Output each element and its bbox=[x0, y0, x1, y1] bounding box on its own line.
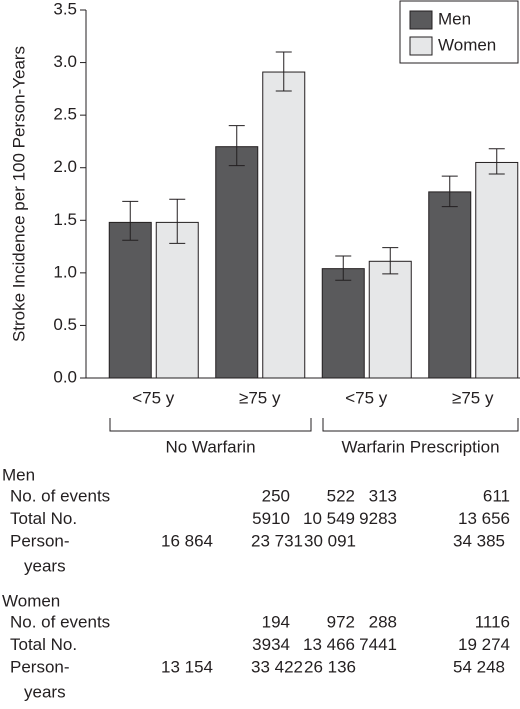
table-cell: 313 bbox=[369, 486, 397, 505]
legend-swatch bbox=[409, 36, 433, 56]
bar bbox=[215, 146, 259, 379]
table-cell: 972 bbox=[327, 612, 355, 631]
x-tick-label: ≥75 y bbox=[239, 388, 281, 407]
table-cell: 10 549 bbox=[303, 509, 355, 528]
table-cell: 5910 bbox=[252, 509, 290, 528]
table-cell: 34 385 bbox=[453, 531, 505, 550]
x-tick-label: <75 y bbox=[345, 388, 388, 407]
table-section-title: Women bbox=[2, 591, 60, 610]
table-cell: 30 091 bbox=[304, 531, 356, 550]
legend-label: Men bbox=[438, 9, 471, 28]
table-cell: 250 bbox=[262, 486, 290, 505]
bar bbox=[262, 71, 306, 379]
table-cell: 288 bbox=[369, 612, 397, 631]
legend-label: Women bbox=[438, 35, 496, 54]
table-cell: 19 274 bbox=[458, 635, 510, 654]
bar bbox=[368, 260, 412, 379]
x-tick-label: <75 y bbox=[132, 388, 175, 407]
y-tick-label: 1.0 bbox=[53, 262, 77, 281]
group-label: No Warfarin bbox=[165, 437, 255, 456]
table-row-label: Person- bbox=[10, 657, 70, 676]
y-tick-label: 3.0 bbox=[53, 52, 77, 71]
table-cell: 54 248 bbox=[453, 657, 505, 676]
x-tick-label: ≥75 y bbox=[452, 388, 494, 407]
bar bbox=[321, 268, 365, 379]
table-row-label: years bbox=[24, 556, 66, 575]
y-axis-label: Stroke Incidence per 100 Person-Years bbox=[9, 46, 28, 342]
bar bbox=[428, 191, 472, 379]
table-cell: 16 864 bbox=[161, 531, 213, 550]
table-section-title: Men bbox=[2, 465, 35, 484]
y-tick-label: 2.0 bbox=[53, 157, 77, 176]
group-bracket bbox=[322, 418, 519, 432]
legend-swatch bbox=[409, 10, 433, 30]
table-row-label: No. of events bbox=[10, 612, 110, 631]
group-bracket bbox=[109, 418, 312, 432]
table-row-label: No. of events bbox=[10, 486, 110, 505]
table-cell: 194 bbox=[262, 612, 290, 631]
bar bbox=[108, 221, 152, 379]
y-tick-label: 3.5 bbox=[53, 0, 77, 18]
table-cell: 611 bbox=[483, 486, 510, 505]
table-cell: 7441 bbox=[359, 635, 397, 654]
table-row-label: Total No. bbox=[10, 509, 77, 528]
table-cell: 13 656 bbox=[458, 509, 510, 528]
table-cell: 23 731 bbox=[251, 531, 303, 550]
table-cell: 3934 bbox=[252, 635, 290, 654]
table-row-label: Person- bbox=[10, 531, 70, 550]
y-tick-label: 1.5 bbox=[53, 210, 77, 229]
table-cell: 13 466 bbox=[303, 635, 355, 654]
y-tick-label: 2.5 bbox=[53, 105, 77, 124]
table-row-label: Total No. bbox=[10, 635, 77, 654]
table-cell: 33 422 bbox=[251, 657, 303, 676]
table-cell: 9283 bbox=[359, 509, 397, 528]
table-cell: 13 154 bbox=[161, 657, 213, 676]
y-tick-label: 0.5 bbox=[53, 315, 77, 334]
bar bbox=[475, 161, 519, 379]
table-cell: 1116 bbox=[475, 612, 510, 631]
table-cell: 26 136 bbox=[304, 657, 356, 676]
y-tick-label: 0.0 bbox=[53, 367, 77, 386]
table-cell: 522 bbox=[327, 486, 355, 505]
group-label: Warfarin Prescription bbox=[341, 437, 499, 456]
bar bbox=[155, 221, 199, 379]
table-row-label: years bbox=[24, 682, 66, 701]
